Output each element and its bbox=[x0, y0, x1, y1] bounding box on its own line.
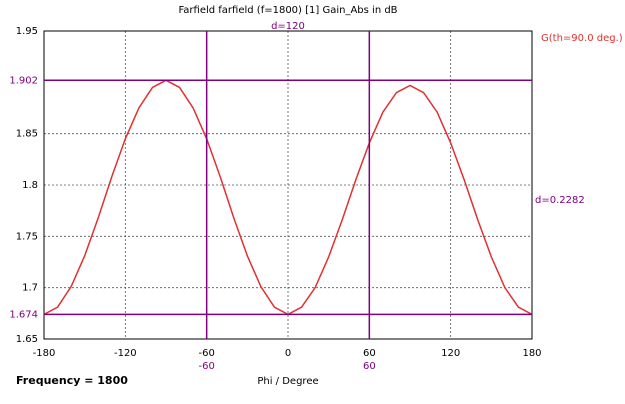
y-tick-label: 1.65 bbox=[16, 334, 38, 345]
x-tick-label: 0 bbox=[285, 348, 291, 359]
footer: Frequency = 1800 bbox=[16, 374, 128, 387]
marker-label-bg bbox=[2, 308, 40, 321]
legend-entry: G(th=90.0 deg.) bbox=[541, 33, 623, 44]
x-axis-label: Phi / Degree bbox=[257, 376, 318, 387]
marker-label: 1.674 bbox=[9, 309, 38, 320]
y-delta-label: d=0.2282 bbox=[535, 195, 585, 206]
x-tick-label: 60 bbox=[363, 348, 376, 359]
x-tick-label: 120 bbox=[441, 348, 460, 359]
marker-label: 60 bbox=[363, 361, 376, 372]
plot-frame bbox=[43, 30, 533, 340]
x-delta-label: d=120 bbox=[271, 21, 305, 32]
chart-title: Farfield farfield (f=1800) [1] Gain_Abs … bbox=[178, 5, 397, 16]
marker-label: -60 bbox=[198, 361, 214, 372]
y-tick-label: 1.8 bbox=[22, 180, 38, 191]
x-tick-label: -120 bbox=[114, 348, 137, 359]
x-tick-label: 180 bbox=[522, 348, 541, 359]
marker-label: 1.902 bbox=[9, 75, 38, 86]
x-tick-label: -180 bbox=[33, 348, 56, 359]
y-tick-label: 1.85 bbox=[16, 129, 38, 140]
marker-label-bg bbox=[2, 74, 40, 87]
y-tick-label: 1.95 bbox=[16, 26, 38, 37]
y-tick-label: 1.75 bbox=[16, 231, 38, 242]
y-tick-label: 1.7 bbox=[22, 283, 38, 294]
x-tick-label: -60 bbox=[198, 348, 214, 359]
